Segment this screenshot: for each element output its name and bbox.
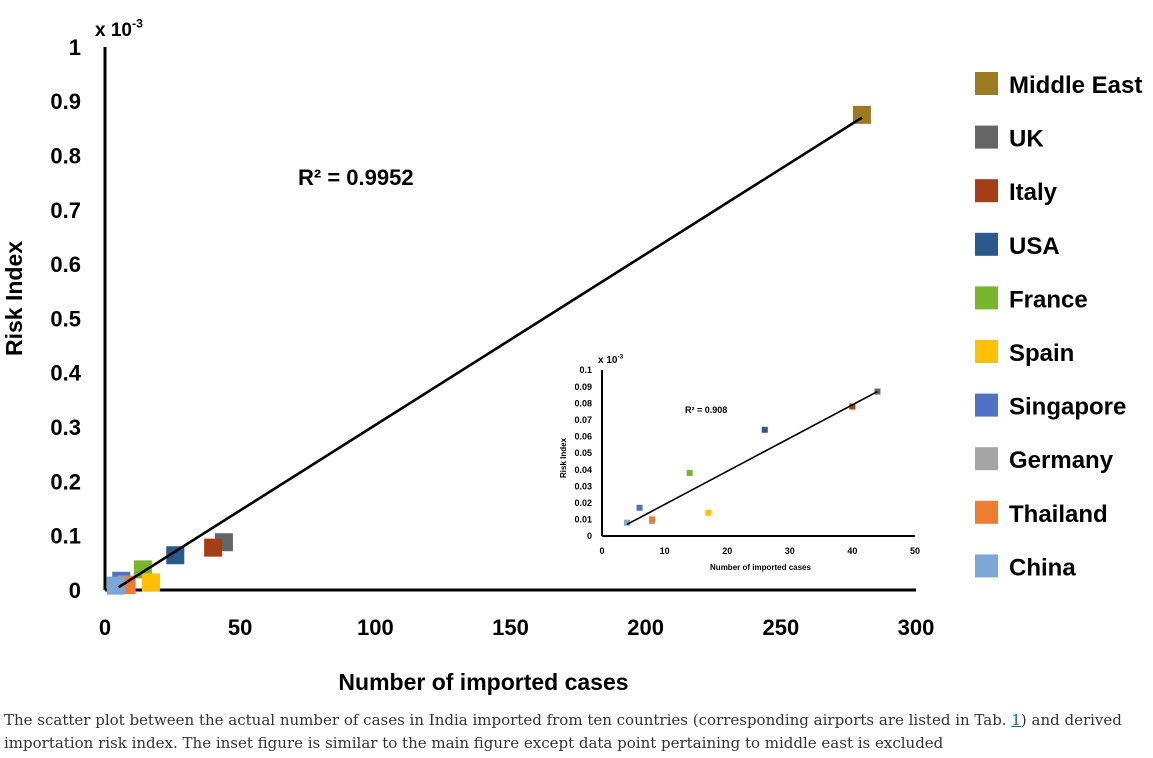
inset-point-usa: [761, 426, 768, 433]
legend-label-spain: Spain: [1009, 340, 1074, 367]
legend-swatch-germany: [975, 447, 998, 471]
main-x-tick-label: 250: [762, 615, 799, 640]
legend-label-singapore: Singapore: [1009, 394, 1126, 421]
main-r-squared-annotation: R² = 0.9952: [298, 165, 414, 190]
legend-swatch-uk: [975, 125, 998, 149]
main-y-tick-label: 0.4: [50, 361, 81, 386]
legend-label-italy: Italy: [1009, 179, 1058, 206]
inset-point-china: [624, 519, 631, 526]
legend-label-china: China: [1009, 554, 1076, 581]
legend-label-usa: USA: [1009, 233, 1060, 260]
inset-trendline: [626, 390, 878, 526]
inset-y-tick-label: 0: [587, 531, 592, 541]
inset-point-spain: [705, 509, 712, 516]
main-y-multiplier: x 10-3: [95, 16, 143, 41]
legend-swatch-spain: [975, 340, 998, 363]
inset-y-tick-label: 0.1: [579, 365, 592, 375]
main-y-tick-label: 0.7: [50, 198, 81, 223]
main-y-tick-label: 0.3: [50, 415, 81, 440]
legend-swatch-thailand: [975, 500, 998, 524]
inset-y-tick-label: 0.04: [574, 465, 592, 475]
main-trendline: [117, 116, 863, 589]
main-x-tick-label: 150: [492, 615, 529, 640]
main-point-italy: [204, 538, 223, 557]
legend-label-france: France: [1009, 286, 1088, 313]
main-point-china: [106, 576, 125, 595]
legend-swatch-italy: [975, 179, 998, 203]
main-y-tick-label: 0.9: [50, 89, 81, 114]
inset-point-thailand: [649, 516, 656, 523]
legend-swatch-france: [975, 286, 998, 310]
main-x-tick-label: 200: [627, 615, 664, 640]
main-y-tick-label: 0.1: [50, 524, 81, 549]
main-y-tick-label: 0.6: [50, 252, 81, 277]
main-x-tick-label: 0: [99, 615, 111, 640]
main-y-tick-label: 0.5: [50, 306, 81, 331]
main-x-axis-label: Number of imported cases: [338, 669, 628, 695]
figure: 0 0.1 0.2 0.3 0.4 0.5 0.6 0.7 0.8 0.9 1 0 50 100 150 20…: [1, 16, 1142, 695]
main-y-tick-label: 1: [69, 35, 81, 60]
inset-point-italy: [849, 403, 856, 410]
inset-x-tick-label: 50: [910, 546, 920, 556]
legend-label-middle-east: Middle East: [1009, 72, 1142, 99]
legend-swatch-singapore: [975, 393, 998, 417]
inset-y-multiplier: x 10-3: [598, 354, 624, 367]
scatter-chart: 00.10.20.30.40.50.60.70.80.910 50 100 150 20…: [1, 16, 1142, 695]
inset-y-tick-label: 0.05: [574, 448, 592, 458]
inset-r-squared-annotation: R² = 0.908: [685, 405, 727, 415]
caption-text-start: The scatter plot between the actual numb…: [4, 711, 1012, 729]
inset-y-tick-label: 0.01: [574, 515, 592, 525]
legend-label-thailand: Thailand: [1009, 501, 1108, 528]
main-y-tick-label: 0.2: [50, 469, 81, 494]
inset-point-singapore: [636, 504, 643, 511]
main-x-tick-label: 50: [228, 615, 252, 640]
main-y-tick-label: 0: [69, 578, 81, 603]
inset-x-axis-label: Number of imported cases: [710, 563, 811, 572]
main-x-tick-label: 300: [898, 615, 935, 640]
main-y-axis-label: Risk Index: [1, 241, 27, 356]
inset-x-tick-label: 40: [847, 546, 857, 556]
inset-y-tick-label: 0.08: [574, 398, 592, 408]
inset-y-axis-label: Risk Index: [559, 437, 568, 478]
table-reference-link[interactable]: 1: [1011, 711, 1021, 729]
figure-caption: The scatter plot between the actual numb…: [4, 709, 1144, 755]
legend-swatch-usa: [975, 232, 998, 256]
inset-x-tick-label: 30: [785, 546, 795, 556]
caption-text-end: ) and derived importation risk index. Th…: [4, 711, 1122, 752]
inset-x-tick-label: 0: [599, 546, 604, 556]
legend-label-uk: UK: [1009, 126, 1044, 153]
main-y-tick-label: 0.8: [50, 144, 81, 169]
inset-x-tick-label: 10: [660, 546, 670, 556]
inset-y-tick-label: 0.09: [574, 382, 592, 392]
inset-point-france: [686, 469, 693, 476]
main-x-tick-label: 100: [357, 615, 394, 640]
legend-swatch-middle-east: [975, 72, 998, 95]
main-point-spain: [141, 573, 160, 592]
inset-y-tick-label: 0.02: [574, 498, 592, 508]
inset-y-tick-label: 0.07: [574, 415, 592, 425]
legend-swatch-china: [975, 554, 998, 578]
inset-y-tick-label: 0.03: [574, 481, 592, 491]
main-point-usa: [166, 546, 185, 565]
inset-x-tick-label: 20: [722, 546, 732, 556]
inset-y-tick-label: 0.06: [574, 432, 592, 442]
legend-label-germany: Germany: [1009, 447, 1114, 474]
